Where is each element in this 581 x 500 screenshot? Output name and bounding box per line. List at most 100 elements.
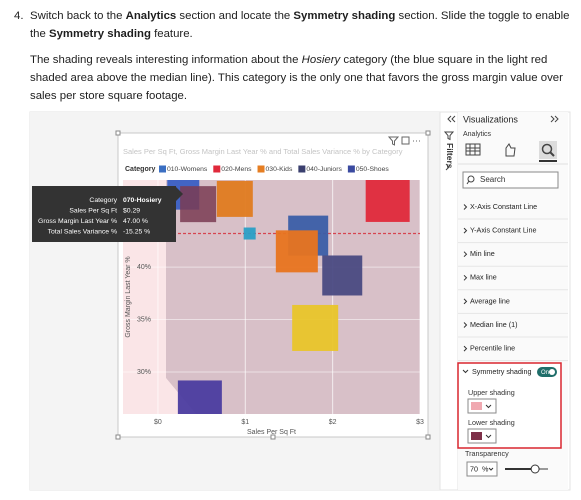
step-number: 4. (14, 10, 24, 22)
item-chevron (463, 251, 468, 258)
filters-strip[interactable] (439, 111, 459, 491)
legend-swatch (213, 165, 221, 173)
text-run: Symmetry shading (293, 10, 396, 22)
text-run: category (the blue square in the light r… (30, 54, 563, 102)
item-chevron (463, 322, 468, 328)
item-chevron (463, 345, 468, 352)
pane-item[interactable]: Y-Axis Constant Line (470, 226, 536, 235)
search-icon-handle (466, 180, 470, 185)
transparency-label: Transparency (465, 449, 509, 458)
input-chevron (488, 467, 494, 471)
y-tick-label: 30% (137, 369, 151, 376)
pane-item[interactable]: Median line (1) (470, 320, 518, 329)
search-box[interactable] (462, 171, 559, 189)
text-run: Analytics (125, 10, 177, 22)
search-placeholder[interactable]: Search (480, 175, 505, 184)
tooltip-label: Total Sales Variance % (48, 229, 117, 236)
legend-title: Category (125, 166, 155, 173)
expanded-chevron (462, 369, 469, 374)
upper-label: Upper shading (468, 388, 515, 397)
legend-swatch (347, 165, 355, 173)
legend-swatch (298, 165, 306, 173)
note-text: The shading reveals interesting informat… (30, 51, 570, 105)
data-point[interactable] (180, 186, 217, 223)
upper-swatch (471, 402, 482, 410)
legend-label[interactable]: 030-Kids (266, 166, 293, 173)
filters-label[interactable]: Filters (445, 143, 455, 169)
data-point[interactable] (322, 255, 363, 296)
tooltip-box (32, 186, 176, 242)
collapse-icon[interactable] (447, 115, 456, 123)
filter-icon (443, 131, 455, 141)
active-tab-indicator (539, 160, 557, 162)
data-point[interactable] (177, 380, 222, 424)
visual-header-icons[interactable] (387, 136, 420, 146)
text-run: Hosiery (301, 54, 341, 66)
pane-title: Visualizations (463, 114, 518, 124)
expand-icon[interactable] (445, 163, 450, 171)
pane-item[interactable]: Max line (470, 273, 497, 282)
tooltip-label: Gross Margin Last Year % (38, 218, 117, 225)
legend-label[interactable]: 010-Womens (167, 166, 208, 173)
tooltip-value: 47.00 % (123, 218, 148, 225)
data-point[interactable] (365, 178, 410, 222)
tooltip-label: Sales Per Sq Ft (69, 207, 117, 214)
transparency-unit: % (482, 464, 489, 473)
data-point[interactable] (275, 230, 318, 273)
data-point[interactable] (216, 180, 253, 217)
text-run: Switch back to the (30, 10, 126, 22)
pane-collapse[interactable] (550, 115, 559, 123)
legend-label[interactable]: 040-Juniors (306, 166, 342, 173)
toggle-knob (549, 369, 555, 375)
text-run: The shading reveals interesting informat… (30, 54, 302, 66)
item-chevron (463, 227, 468, 234)
text-run: section and locate the (176, 10, 294, 22)
pane-item[interactable]: Average line (470, 296, 510, 305)
pane-item[interactable]: Min line (470, 249, 495, 258)
pane-items: X-Axis Constant Line Y-Axis Constant Line… (458, 202, 568, 362)
toggle-label: On (541, 370, 549, 376)
pane-item[interactable]: X-Axis Constant Line (470, 202, 537, 211)
legend-swatch (257, 165, 265, 173)
item-chevron (463, 298, 468, 305)
picker-chevron (485, 404, 492, 409)
x-tick-label: $2 (329, 419, 337, 426)
tooltip-value: -15.25 % (123, 229, 150, 236)
chart: Category 010-Womens 020-Mens 030-Kids 040-Ju… (32, 165, 424, 436)
search-icon (467, 175, 475, 183)
y-tick-label: 40% (137, 264, 151, 271)
tooltip-label: Category (89, 197, 117, 204)
legend-swatch (159, 165, 166, 173)
section-label[interactable]: Symmetry shading (472, 367, 532, 376)
x-tick-label: $3 (416, 419, 424, 426)
step-text: Switch back to the Analytics section and… (30, 7, 570, 43)
resize-handles (115, 130, 431, 440)
data-point[interactable] (243, 227, 256, 240)
pane-tab: Analytics (463, 131, 492, 138)
picker-chevron (485, 434, 492, 439)
tooltip-pointer (176, 187, 183, 201)
x-tick-label: $0 (154, 419, 162, 426)
transparency-value[interactable]: 70 (470, 464, 478, 473)
pane-tab-icons[interactable] (465, 141, 557, 159)
text-run: section. Slide the toggle to enable the (30, 10, 570, 40)
x-tick-label: $1 (241, 419, 249, 426)
tooltip-value: 070-Hosiery (123, 197, 162, 204)
data-point[interactable] (292, 304, 339, 351)
tooltip-value: $0.29 (123, 207, 140, 214)
chart-title: Sales Per Sq Ft, Gross Margin Last Year … (123, 147, 403, 156)
lower-swatch (471, 432, 482, 440)
legend-label[interactable]: 050-Shoes (356, 166, 389, 173)
pane-item[interactable]: Percentile line (470, 344, 515, 353)
transparency-input[interactable] (466, 461, 498, 477)
legend-label[interactable]: 020-Mens (221, 166, 252, 173)
y-axis-label: Gross Margin Last Year % (125, 256, 132, 337)
text-run: feature. (150, 28, 193, 40)
slider-knob[interactable] (530, 464, 540, 474)
item-chevron (463, 274, 468, 281)
x-axis-label: Sales Per Sq Ft (247, 429, 296, 436)
text-run: Symmetry shading (49, 28, 151, 40)
